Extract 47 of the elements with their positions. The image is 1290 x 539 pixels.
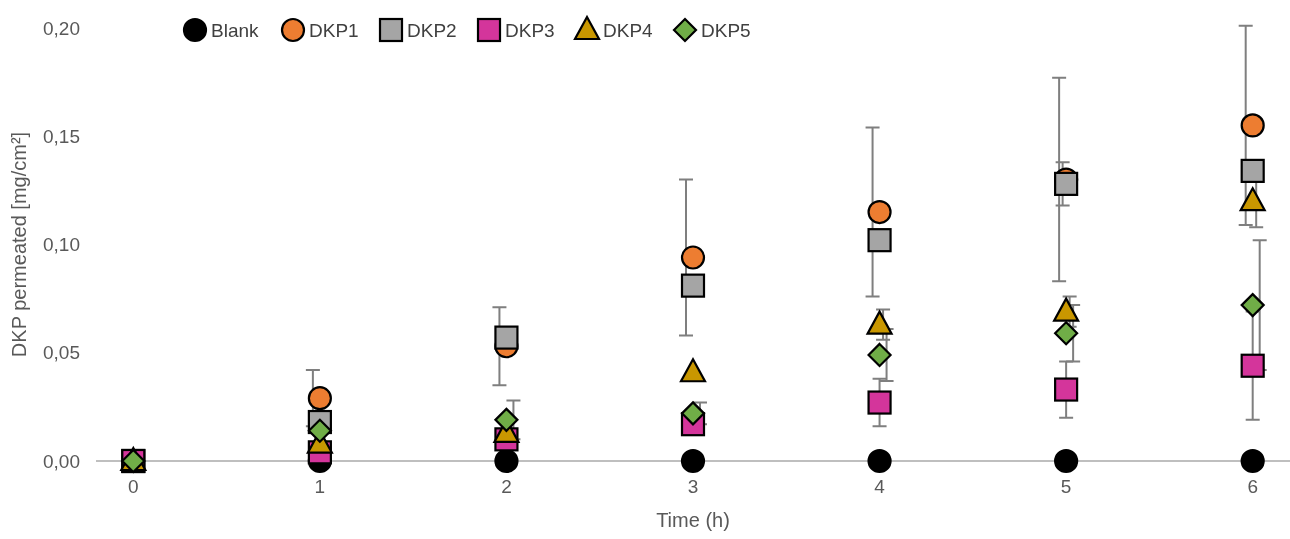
x-tick-label: 4 [874, 476, 886, 497]
y-axis-title: DKP permeated [mg/cm²] [8, 131, 30, 358]
point [679, 358, 707, 383]
x-tick-label: 0 [128, 476, 139, 497]
point [307, 386, 332, 411]
point [1240, 293, 1265, 318]
x-tick-label: 1 [314, 476, 326, 497]
point [1054, 377, 1079, 402]
y-tick-label: 0,05 [43, 342, 80, 364]
x-tick-label: 3 [687, 476, 699, 497]
legend-label: DKP2 [407, 19, 457, 41]
point [680, 273, 706, 298]
y-tick-label: 0,15 [43, 125, 80, 147]
x-axis-title: Time (h) [656, 509, 730, 531]
point [1240, 158, 1265, 183]
y-tick-label: 0,20 [43, 17, 80, 39]
legend-label: Blank [211, 19, 260, 41]
y-tick-label: 0,10 [43, 234, 80, 256]
point [1240, 448, 1265, 474]
point [867, 448, 892, 474]
point [866, 310, 893, 335]
point [1054, 321, 1079, 346]
point [1239, 187, 1266, 212]
point [1053, 297, 1080, 322]
point [867, 342, 892, 368]
point [1240, 113, 1265, 138]
point [1054, 171, 1079, 196]
point [1240, 353, 1265, 378]
point [867, 199, 892, 225]
point [307, 418, 332, 443]
legend-label: DKP4 [603, 19, 654, 41]
x-tick-label: 5 [1060, 476, 1072, 497]
legend-label: DKP1 [309, 19, 359, 41]
point [867, 228, 892, 253]
y-tick-label: 0,00 [43, 450, 80, 472]
legend-label: DKP3 [505, 19, 555, 41]
point [1054, 448, 1079, 474]
x-tick-label: 2 [501, 476, 512, 497]
point [494, 448, 519, 474]
x-tick-label: 6 [1247, 476, 1258, 497]
point [680, 401, 706, 426]
legend-label: DKP5 [701, 19, 751, 41]
point [680, 245, 706, 270]
point [867, 390, 892, 415]
point [680, 448, 706, 474]
point [494, 407, 519, 432]
point [494, 325, 519, 350]
